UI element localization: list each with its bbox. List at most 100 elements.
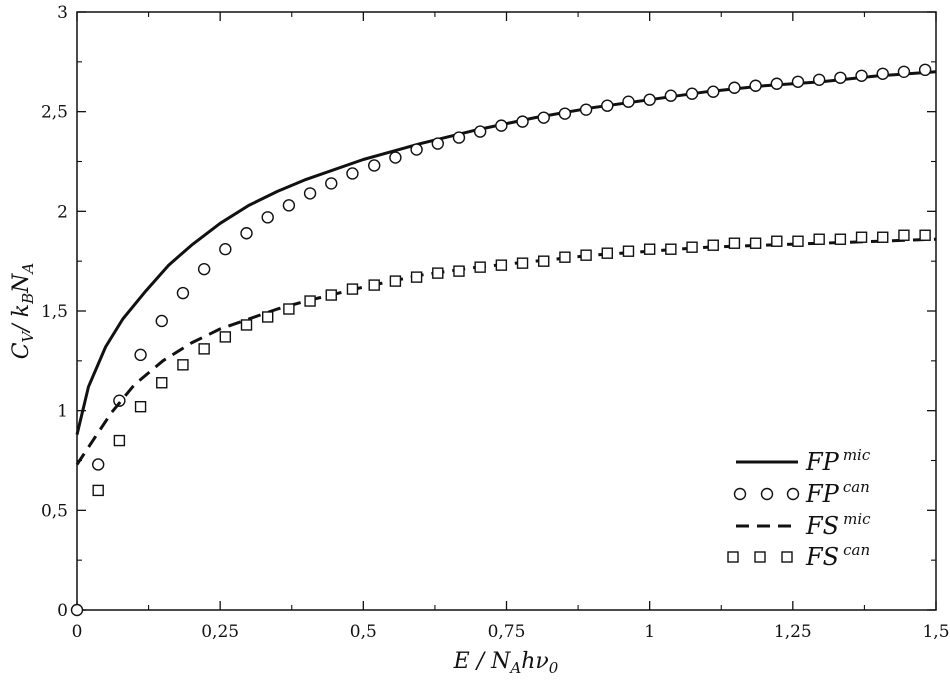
legend-item-fs_mic: FS mic	[736, 510, 871, 540]
x-tick-label: 0,25	[201, 622, 239, 642]
point-fs_can	[453, 265, 465, 277]
legend-label-fp_can: FP can	[805, 478, 870, 508]
point-fp_can	[91, 458, 105, 471]
point-fs_can	[813, 233, 825, 245]
point-fp_can	[791, 75, 805, 88]
point-fp_can	[537, 111, 550, 124]
point-fs_can	[283, 303, 295, 315]
ticks	[76, 11, 937, 611]
point-fp_can	[834, 71, 847, 84]
y-tick-label: 0	[57, 601, 68, 621]
point-fs_can	[177, 359, 189, 371]
point-fs_can	[665, 243, 677, 255]
point-fp_can	[134, 348, 147, 362]
point-fs_can	[622, 245, 635, 257]
point-fp_can	[728, 81, 741, 94]
point-fp_can	[282, 199, 296, 212]
point-fp_can	[918, 63, 932, 77]
point-fp_can	[219, 243, 232, 256]
point-fp_can	[664, 89, 678, 102]
point-fs_can	[219, 331, 232, 343]
legend-swatch-fp_can	[760, 487, 774, 501]
point-fp_can	[855, 69, 868, 82]
series-layer	[70, 63, 937, 617]
point-fs_can	[707, 239, 719, 251]
point-fs_can	[898, 229, 910, 241]
point-fs_can	[113, 434, 126, 447]
point-fp_can	[897, 65, 911, 79]
point-fp_can	[368, 159, 381, 172]
y-tick-label: 1	[57, 402, 68, 422]
x-tick-label: 0	[72, 622, 83, 642]
point-fs_can	[771, 235, 783, 247]
point-fp_can	[876, 67, 889, 80]
point-fp_can	[495, 119, 508, 132]
point-fp_can	[389, 151, 402, 164]
point-fp_can	[812, 73, 826, 86]
point-fs_can	[728, 237, 741, 249]
point-fp_can	[325, 177, 338, 190]
x-tick-label: 1,5	[922, 622, 949, 642]
point-fp_can	[579, 103, 593, 116]
point-fp_can	[431, 137, 444, 150]
point-fs_can	[92, 484, 104, 497]
legend-swatch-fs_can	[781, 551, 793, 563]
x-tick-label: 1	[644, 622, 655, 642]
point-fp_can	[176, 286, 190, 300]
series-fs_mic	[75, 237, 937, 466]
series-line-fs_mic	[75, 237, 937, 466]
legend-swatch-fp_can	[733, 487, 747, 501]
legend-swatch-fs_can	[727, 551, 739, 563]
point-fs_can	[686, 241, 698, 253]
point-fp_can	[113, 394, 126, 407]
point-fs_can	[877, 231, 889, 243]
point-fs_can	[432, 267, 444, 279]
y-axis-title: CV/ kBNA	[9, 263, 37, 360]
point-fs_can	[474, 261, 486, 273]
point-fp_can	[452, 131, 466, 144]
point-fp_can	[70, 603, 84, 617]
legend-item-fp_mic: FP mic	[736, 446, 871, 476]
point-fs_can	[643, 243, 656, 255]
x-axis-title: E / NAhν0	[453, 649, 559, 677]
y-tick-label: 3	[57, 3, 68, 23]
point-fs_can	[538, 255, 550, 267]
point-fs_can	[368, 279, 380, 291]
point-fs_can	[516, 257, 529, 269]
point-fs_can	[410, 271, 423, 283]
x-tick-label: 0,5	[350, 622, 377, 642]
point-fp_can	[261, 211, 274, 224]
point-fp_can	[516, 115, 529, 128]
point-fs_can	[389, 275, 402, 287]
legend-swatch-fs_can	[754, 551, 766, 563]
point-fs_can	[559, 251, 571, 263]
legend-label-fs_mic: FS mic	[805, 510, 871, 540]
point-fs_can	[792, 235, 804, 247]
point-fp_can	[643, 93, 656, 106]
legend-item-fs_can: FS can	[727, 541, 870, 571]
point-fs_can	[156, 377, 168, 389]
point-fp_can	[770, 77, 783, 90]
point-fs_can	[134, 400, 147, 413]
legend-label-fs_can: FS can	[805, 541, 870, 571]
point-fp_can	[240, 227, 253, 240]
point-fs_can	[304, 295, 316, 307]
point-fp_can	[346, 167, 359, 180]
y-tick-label: 0,5	[41, 501, 68, 521]
point-fs_can	[198, 343, 210, 355]
tick-labels: 0 0,25 0,5 0,75 1 1,25 1,5 0 0,5 1 1,5 2 2,5 3	[41, 3, 950, 642]
x-tick-label: 1,25	[774, 622, 812, 642]
series-fs_can	[92, 229, 931, 497]
y-tick-label: 1,5	[41, 302, 68, 322]
point-fs_can	[834, 233, 847, 245]
point-fp_can	[749, 79, 762, 92]
y-tick-label: 2	[57, 202, 68, 222]
y-tick-label: 2,5	[41, 103, 68, 123]
point-fp_can	[155, 314, 168, 328]
point-fs_can	[495, 259, 508, 271]
legend-label-fp_mic: FP mic	[805, 446, 871, 476]
point-fp_can	[622, 95, 635, 108]
point-fs_can	[580, 249, 592, 261]
